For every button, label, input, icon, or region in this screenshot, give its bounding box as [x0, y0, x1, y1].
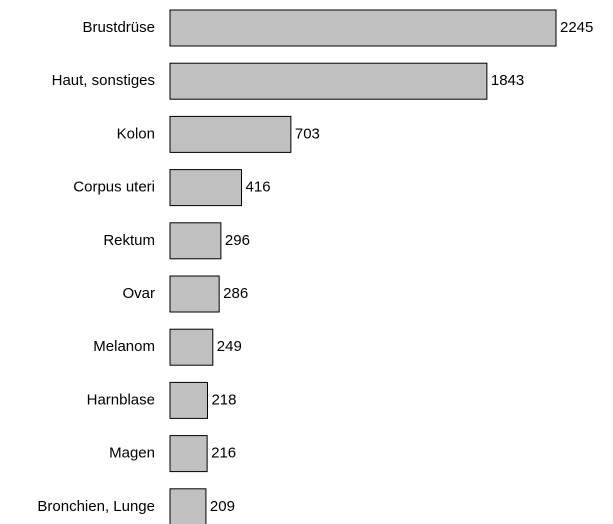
bar [169, 115, 292, 153]
category-label: Bronchien, Lunge [37, 498, 155, 515]
bar [169, 435, 208, 473]
value-label: 296 [225, 232, 250, 249]
category-label: Rektum [103, 232, 155, 249]
category-label: Kolon [117, 125, 155, 142]
bar [169, 169, 243, 207]
category-label: Magen [109, 445, 155, 462]
category-label: Melanom [93, 338, 155, 355]
bar [169, 328, 214, 366]
category-label: Haut, sonstiges [52, 72, 155, 89]
value-label: 703 [295, 125, 320, 142]
bar [169, 222, 222, 260]
bar [169, 488, 207, 524]
value-label: 218 [211, 391, 236, 408]
value-label: 216 [211, 445, 236, 462]
bar [169, 381, 208, 419]
category-label: Brustdrüse [82, 19, 155, 36]
value-label: 416 [246, 179, 271, 196]
bar [169, 275, 220, 313]
category-label: Harnblase [87, 391, 155, 408]
value-label: 249 [217, 338, 242, 355]
value-label: 1843 [491, 72, 524, 89]
value-label: 2245 [560, 19, 593, 36]
value-label: 286 [223, 285, 248, 302]
bar [169, 62, 488, 100]
bar [169, 9, 557, 47]
category-label: Corpus uteri [73, 179, 155, 196]
category-label: Ovar [122, 285, 155, 302]
value-label: 209 [210, 498, 235, 515]
